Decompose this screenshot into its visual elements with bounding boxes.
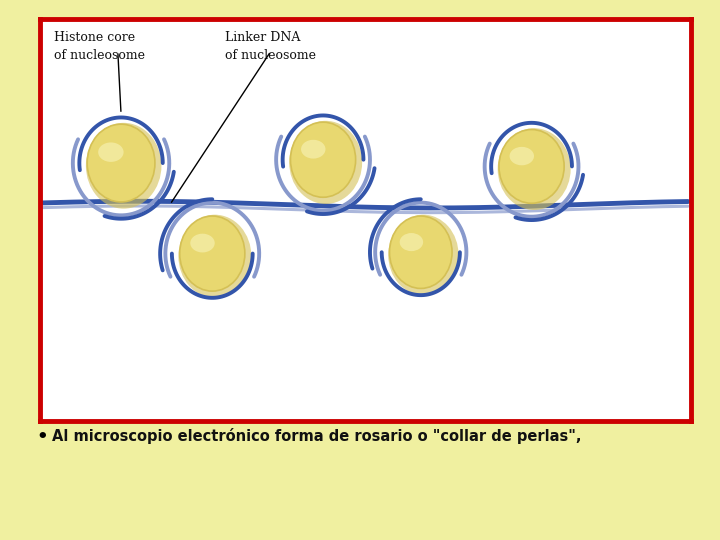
Ellipse shape bbox=[190, 234, 215, 252]
Ellipse shape bbox=[290, 122, 356, 197]
Ellipse shape bbox=[289, 121, 362, 204]
Ellipse shape bbox=[499, 130, 564, 203]
Text: of nucleosome: of nucleosome bbox=[54, 49, 145, 62]
Text: of nucleosome: of nucleosome bbox=[225, 49, 316, 62]
Ellipse shape bbox=[400, 233, 423, 251]
Text: •: • bbox=[36, 428, 48, 446]
Text: Al microscopio electrónico forma de rosario o "collar de perlas",: Al microscopio electrónico forma de rosa… bbox=[52, 428, 582, 444]
Text: Histone core: Histone core bbox=[54, 31, 135, 44]
Ellipse shape bbox=[510, 147, 534, 165]
Ellipse shape bbox=[301, 140, 325, 159]
Ellipse shape bbox=[388, 215, 459, 295]
Ellipse shape bbox=[86, 123, 161, 208]
Ellipse shape bbox=[98, 143, 124, 162]
Text: Entre dos nucleosomas consecutivos existe un fragmento de: Entre dos nucleosomas consecutivos exist… bbox=[52, 407, 555, 422]
Ellipse shape bbox=[87, 124, 155, 202]
Ellipse shape bbox=[180, 216, 245, 291]
Ellipse shape bbox=[179, 215, 251, 298]
Text: ADN espaciador.: ADN espaciador. bbox=[52, 386, 187, 401]
Text: Linker DNA: Linker DNA bbox=[225, 31, 301, 44]
Ellipse shape bbox=[390, 216, 452, 288]
Ellipse shape bbox=[498, 128, 571, 210]
